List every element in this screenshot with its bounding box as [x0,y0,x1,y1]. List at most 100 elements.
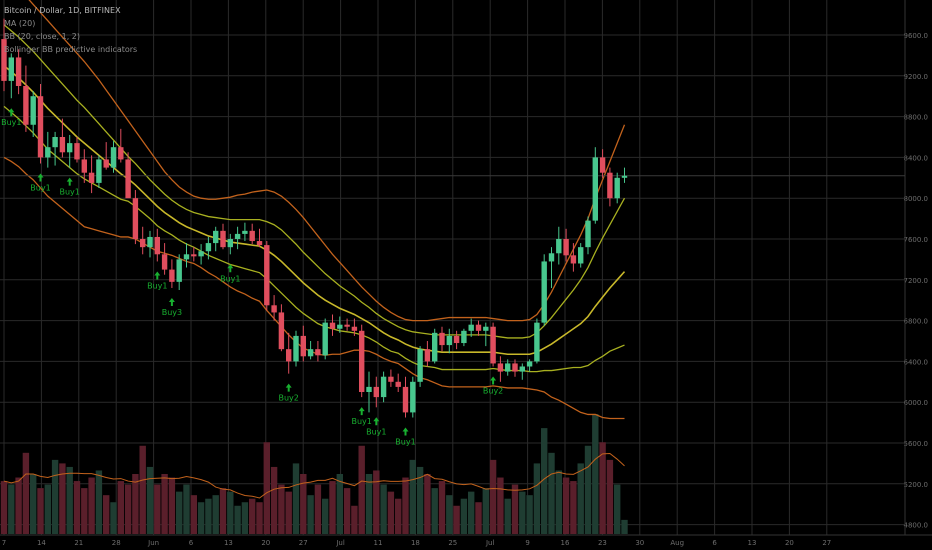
candle-body [505,363,511,372]
candle-body [176,259,182,282]
candle-body [154,236,160,255]
candle-body [67,143,73,153]
volume-bar [497,477,504,534]
x-tick-label: 6 [189,539,194,547]
legend-symbol: Bitcoin / Dollar, 1D, BITFINEX [4,6,121,15]
x-tick-label: 13 [224,539,233,547]
buy-signal-arrow [358,407,365,416]
volume-bar [307,495,314,534]
legend-bb: BB (20, close, 1, 2) [4,32,80,41]
candle-body [315,349,321,356]
volume-bar [314,484,322,534]
volume-bar [256,502,263,534]
volume-bar [110,502,117,534]
candle-body [300,335,306,357]
volume-bar [300,474,307,534]
volume-bar [395,498,402,534]
candle-body [592,157,598,221]
x-tick-label: Jun [147,539,159,547]
candle-body [497,363,504,372]
x-tick-label: 18 [411,539,420,547]
volume-bar [482,488,489,534]
volume-bar [124,484,132,534]
volume-bar [292,463,300,534]
buy-signal-label: Buy2 [483,387,503,396]
buy-signal-label: Buy3 [162,308,182,317]
volume-bar [431,488,438,534]
candle-body [256,241,263,246]
volume-bar [387,491,395,534]
volume-bar [460,498,468,534]
candle-body [249,230,255,242]
candle-body [329,322,336,329]
candle-body [132,198,139,239]
volume-bar [88,477,95,534]
volume-bar [73,481,81,534]
candle-body [512,363,518,372]
volume-bar [599,442,606,534]
buy-signal-label: Buy2 [279,394,299,403]
buy-signal-label: Buy1 [395,438,415,447]
candle-body [475,324,482,331]
candle-body [52,137,58,148]
candle-body [191,254,197,257]
volume-bar [154,484,161,534]
volume-bar [351,505,358,534]
candle-body [519,366,525,372]
candle-body [468,324,474,331]
volume-bar [263,442,270,534]
volume-bar [285,491,292,534]
candle-body [227,239,233,248]
volume-bar [526,495,533,534]
volume-bar [592,414,599,534]
candle-body [388,376,394,382]
x-tick-label: 30 [635,539,644,547]
volume-bar [343,488,351,534]
candle-body [15,57,22,86]
legend-predictive: Bollinger BB predictive indicators [4,45,138,54]
candle-body [286,349,292,362]
candle-body [410,381,416,413]
volume-bar [577,463,584,534]
buy-signal-arrow [8,108,15,117]
x-tick-label: Jul [485,539,495,547]
y-tick-label: 7600.0 [904,236,929,244]
volume-bar [438,481,446,534]
x-tick-label: 20 [785,539,794,547]
buy-signal-arrow [154,271,161,280]
candle-body [607,172,613,199]
buy-signal-arrow [402,427,409,436]
candle-body [140,239,146,248]
y-tick-label: 6400.0 [904,358,929,366]
candle-body [402,386,409,413]
volume-bar [212,495,219,534]
buy-signal-arrow [373,417,380,426]
candle-body [234,233,241,239]
x-tick-label: 11 [374,539,383,547]
candle-body [599,157,606,173]
volume-bar [402,477,409,534]
candle-body [395,381,401,387]
volume-bar [103,495,110,534]
candle-body [548,253,555,262]
volume-bar [606,459,614,534]
volume-bar [555,470,562,534]
volume-bar [249,498,256,534]
bb-upper-inner-line [3,24,626,339]
volume-bar [424,474,431,534]
candle-body [198,251,204,257]
candle-body [183,254,190,260]
candle-body [366,386,372,392]
bb-lower-outer-line [3,156,625,420]
candle-body [461,330,467,344]
x-tick-label: 27 [299,539,308,547]
volume-bar [146,466,154,534]
candle-body [74,143,80,160]
candle-body [1,39,7,81]
x-tick-label: 13 [748,539,757,547]
buy-signal-arrow [285,383,292,392]
volume-bar [329,481,336,534]
candle-body [103,159,109,168]
volume-bar [541,428,548,534]
